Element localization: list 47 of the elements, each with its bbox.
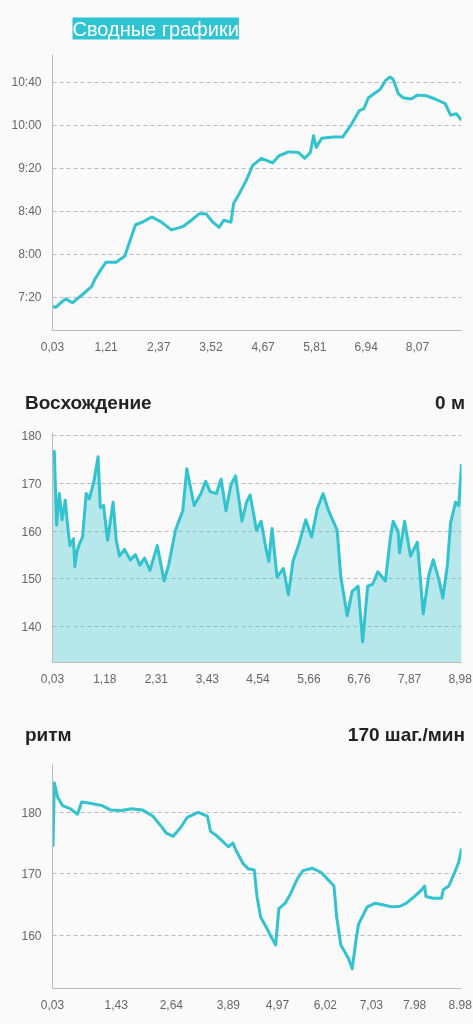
x-tick-label: 2,31 <box>144 671 169 686</box>
y-tick-label: 160 <box>21 524 42 539</box>
x-tick-label: 4,67 <box>251 339 276 354</box>
chart-title: Сводные графики <box>72 17 239 40</box>
x-tick-label: 1,18 <box>93 671 117 686</box>
x-tick-label: 8,07 <box>405 339 430 354</box>
y-tick-label: 180 <box>21 429 42 444</box>
y-tick-label: 160 <box>21 928 42 943</box>
x-tick-label: 7,03 <box>359 997 384 1012</box>
y-tick-label: 8:40 <box>18 204 42 219</box>
y-tick-label: 10:40 <box>11 75 42 90</box>
y-tick-label: 140 <box>21 620 42 635</box>
line-series <box>52 75 462 309</box>
x-tick-label: 2,64 <box>159 997 184 1012</box>
x-tick-label: 3,89 <box>216 997 241 1012</box>
chart-title: Восхождение <box>25 391 152 415</box>
y-tick-label: 7:20 <box>18 290 42 305</box>
x-tick-label: 3,52 <box>199 339 223 354</box>
x-tick-label: 8.98 <box>448 997 473 1012</box>
x-tick-label: 7,87 <box>397 671 422 686</box>
x-tick-label: 6,02 <box>313 997 338 1012</box>
y-tick-label: 170 <box>21 477 42 492</box>
y-tick-label: 10:00 <box>11 118 42 133</box>
x-tick-label: 1,21 <box>94 339 119 354</box>
x-tick-label: 0,03 <box>40 671 65 686</box>
y-tick-label: 170 <box>21 867 42 882</box>
y-tick-label: 8:00 <box>18 247 42 262</box>
x-tick-label: 7.98 <box>402 997 427 1012</box>
x-tick-label: 4,54 <box>246 671 270 686</box>
x-tick-label: 2,37 <box>147 339 171 354</box>
x-tick-label: 8,98 <box>448 671 473 686</box>
x-tick-label: 6,94 <box>354 339 379 354</box>
x-tick-label: 4,97 <box>265 997 290 1012</box>
x-tick-label: 0,03 <box>40 339 65 354</box>
y-tick-label: 180 <box>21 805 42 820</box>
chart-title: ритм <box>25 723 72 747</box>
y-tick-label: 9:20 <box>18 161 42 176</box>
x-tick-label: 5,81 <box>303 339 327 354</box>
chart-subtitle: 0 м <box>435 391 465 415</box>
x-tick-label: 1,43 <box>104 997 129 1012</box>
x-tick-label: 3,43 <box>195 671 220 686</box>
y-tick-label: 150 <box>21 572 42 587</box>
x-tick-label: 5,66 <box>297 671 321 686</box>
chart-subtitle: 170 шаг./мин <box>347 723 465 747</box>
line-series <box>52 781 462 971</box>
x-tick-label: 0,03 <box>40 997 65 1012</box>
x-tick-label: 6,76 <box>347 671 372 686</box>
